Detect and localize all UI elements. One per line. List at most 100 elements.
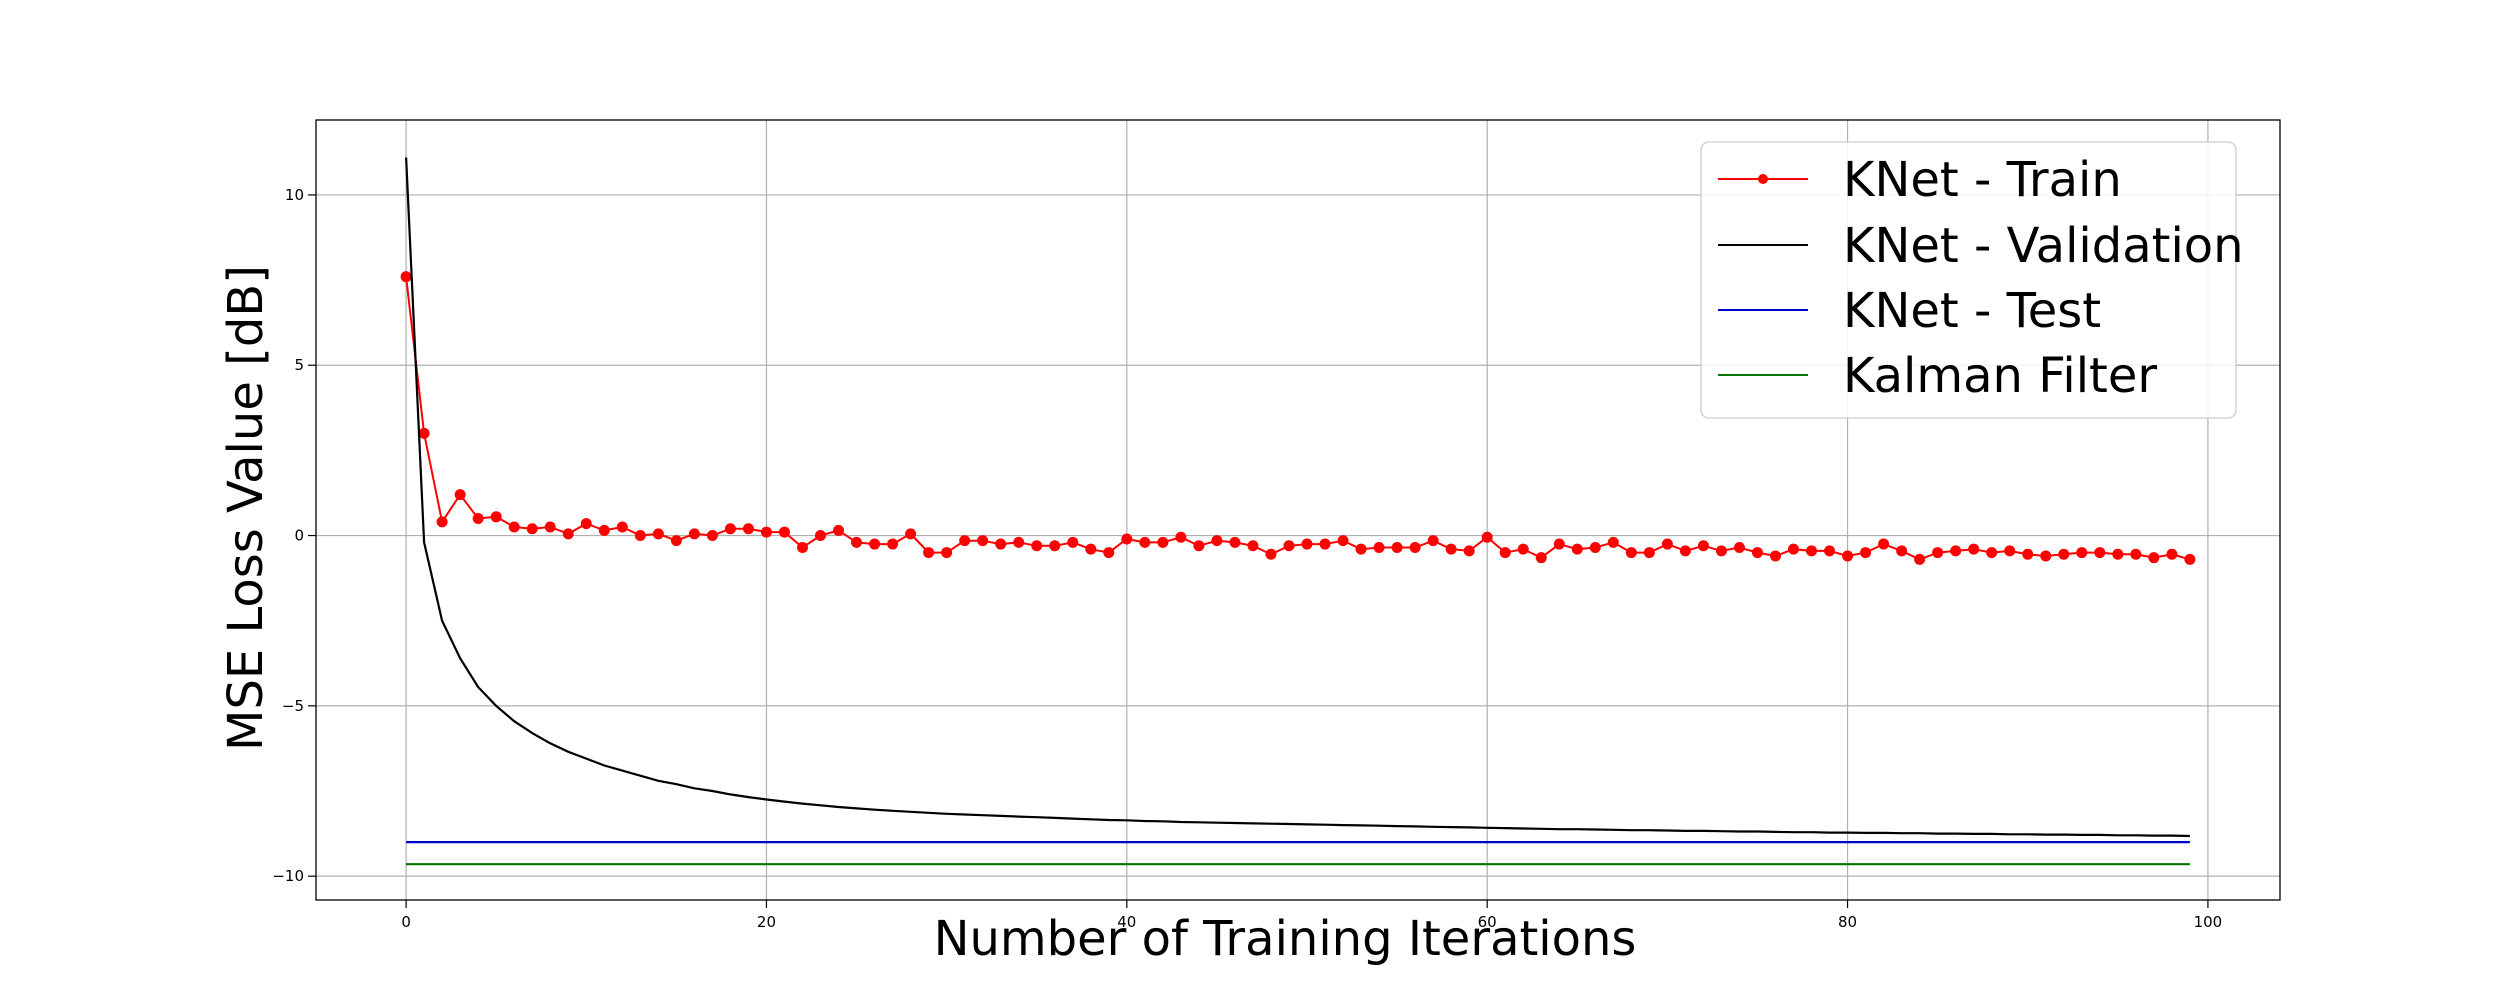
data-point-knet-train [1769,550,1781,562]
data-point-knet-train [778,526,790,538]
data-point-knet-train [1715,545,1727,557]
data-point-knet-train [1121,533,1133,545]
data-point-knet-train [2022,548,2034,560]
data-point-knet-train [2184,553,2196,565]
data-point-knet-train [1301,538,1313,550]
data-point-knet-train [2004,545,2016,557]
x-axis-title: Number of Training Iterations [934,911,1637,967]
data-point-knet-train [670,535,682,547]
data-point-knet-train [1211,535,1223,547]
data-point-knet-train [508,521,520,533]
data-point-knet-train [2130,548,2142,560]
data-point-knet-train [2076,547,2088,559]
data-point-knet-train [1049,540,1061,552]
legend-box [1700,141,2237,419]
data-point-knet-train [688,528,700,540]
data-point-knet-train [1175,531,1187,543]
data-point-knet-train [526,523,538,535]
data-point-knet-train [400,271,412,283]
data-point-knet-train [418,427,430,439]
plot-frame [315,119,2281,901]
data-point-knet-train [1193,540,1205,552]
data-point-knet-train [1788,543,1800,555]
data-point-knet-train [1896,545,1908,557]
y-tick-label: 0 [294,527,304,545]
data-point-knet-train [1986,547,1998,559]
data-point-knet-train [1445,543,1457,555]
plot-series [400,157,2196,866]
data-point-knet-train [1661,538,1673,550]
data-point-knet-train [1571,543,1583,555]
x-tick-label: 0 [401,913,411,931]
data-point-knet-train [1589,541,1601,553]
data-point-knet-train [2112,548,2124,560]
data-point-knet-train [616,521,628,533]
data-point-knet-train [1697,540,1709,552]
data-point-knet-train [1751,547,1763,559]
legend-item-knet-train: KNet - Train [1718,152,2122,208]
data-point-knet-train [2094,547,2106,559]
legend-item-knet-test: KNet - Test [1718,283,2101,339]
axis-ticks: 0 20 40 60 80 100 10 5 0 −5 −10 [272,186,2222,931]
data-point-knet-train [2040,550,2052,562]
legend: KNet - Train KNet - Validation KNet - Te… [1700,141,2244,419]
data-point-knet-train [1409,541,1421,553]
data-point-knet-train [706,530,718,542]
data-point-knet-train [1842,550,1854,562]
x-tick-label: 40 [1117,913,1136,931]
data-point-knet-train [1950,545,1962,557]
legend-label-kalman-filter: Kalman Filter [1843,348,2157,404]
data-point-knet-train [1247,540,1259,552]
data-point-knet-train [634,530,646,542]
x-tick-label: 80 [1838,913,1857,931]
data-point-knet-train [454,489,466,501]
data-point-knet-train [851,536,863,548]
data-point-knet-train [995,538,1007,550]
data-point-knet-train [1319,538,1331,550]
data-point-knet-train [2148,552,2160,564]
data-point-knet-train [905,528,917,540]
legend-label-knet-validation: KNet - Validation [1843,218,2244,274]
data-point-knet-train [1553,538,1565,550]
data-point-knet-train [1733,541,1745,553]
data-point-knet-train [1265,548,1277,560]
data-point-knet-train [1607,536,1619,548]
legend-item-kalman-filter: Kalman Filter [1718,348,2157,404]
data-point-knet-train [1337,535,1349,547]
data-point-knet-train [1391,541,1403,553]
data-point-knet-train [1283,540,1295,552]
data-point-knet-train [1517,543,1529,555]
data-point-knet-train [436,516,448,528]
data-point-knet-train [1878,538,1890,550]
data-point-knet-train [598,524,610,536]
data-point-knet-train [544,521,556,533]
data-point-knet-train [1031,540,1043,552]
y-tick-label: −5 [282,697,304,715]
data-point-knet-train [742,523,754,535]
data-point-knet-train [1085,543,1097,555]
series-line-knet-validation [405,157,2190,838]
data-point-knet-train [1157,536,1169,548]
data-point-knet-train [2058,548,2070,560]
data-point-knet-train [815,530,827,542]
data-point-knet-train [472,513,484,525]
data-point-knet-train [580,518,592,530]
data-point-knet-train [1067,536,1079,548]
data-point-knet-train [490,511,502,523]
data-point-knet-train [959,535,971,547]
data-point-knet-train [2166,548,2178,560]
data-point-knet-train [1463,545,1475,557]
legend-marker-knet-train [1758,174,1768,184]
data-point-knet-train [760,526,772,538]
data-point-knet-train [1932,547,1944,559]
data-point-knet-train [1229,536,1241,548]
data-point-knet-train [1427,535,1439,547]
data-point-knet-train [562,528,574,540]
data-point-knet-train [1103,547,1115,559]
data-point-knet-train [887,538,899,550]
y-tick-label: 10 [285,186,304,204]
data-point-knet-train [1355,543,1367,555]
data-point-knet-train [923,547,935,559]
y-axis-title: MSE Loss Value [dB] [218,265,274,751]
